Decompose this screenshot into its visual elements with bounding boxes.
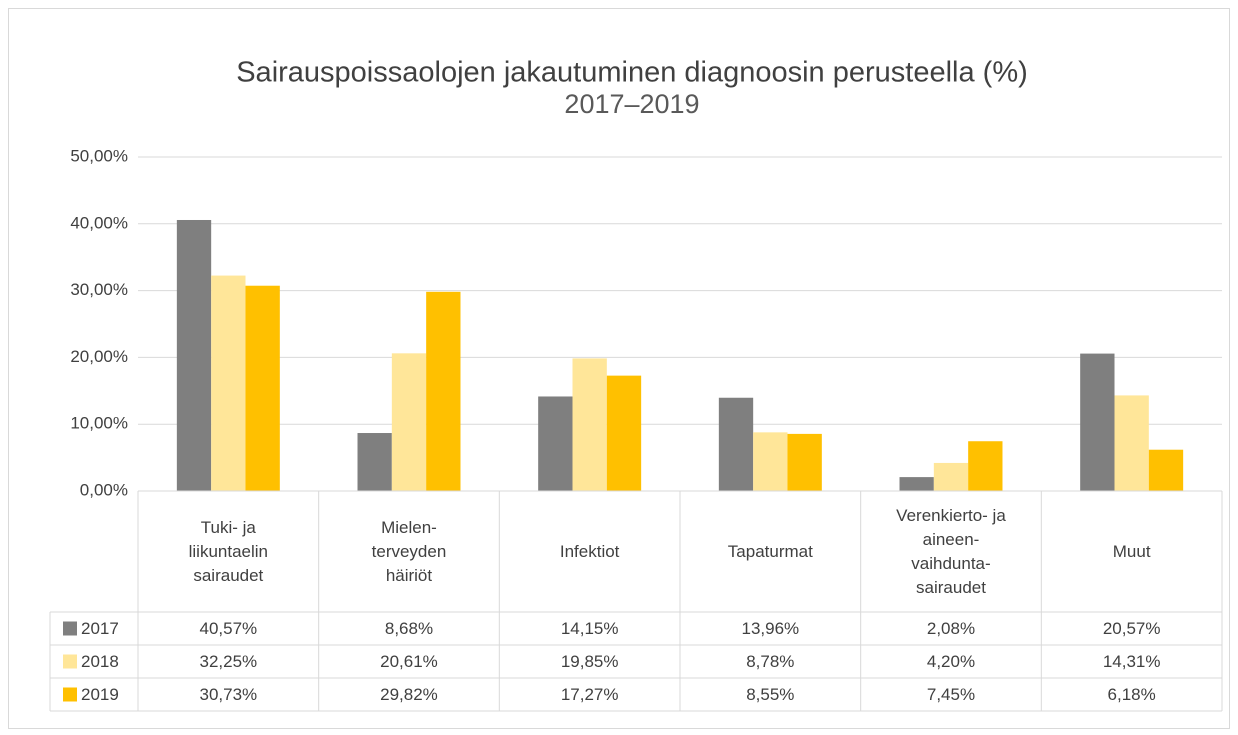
table-cell: 17,27% (560, 684, 619, 704)
legend-key (63, 687, 77, 702)
bar (933, 462, 969, 491)
table-cell: Verenkierto- ja aineen- vaihdunta- saira… (896, 505, 1006, 597)
bar (1114, 395, 1149, 491)
table-cell: 6,18% (1107, 684, 1156, 704)
legend-label: 2018 (81, 652, 119, 671)
table-cell: 29,82% (380, 684, 438, 704)
y-tick-label: 10,00% (70, 414, 128, 433)
y-tick-label: 40,00% (70, 213, 128, 232)
table-cell: Tapaturmat (727, 541, 813, 561)
chart-subtitle: 2017–2019 (564, 89, 699, 119)
y-tick-label: 30,00% (70, 280, 128, 299)
table-cell: 2,08% (926, 618, 976, 638)
legend-key (63, 621, 77, 636)
table-cell: 32,25% (199, 651, 258, 671)
bar (1080, 353, 1115, 491)
bar (391, 353, 427, 491)
table-cell: 4,20% (926, 651, 976, 671)
table-cell: 40,57% (199, 618, 258, 638)
bar (572, 358, 607, 491)
table-cell: 20,61% (380, 651, 438, 671)
y-tick-label: 0,00% (80, 480, 128, 499)
bar (357, 433, 392, 491)
table-cell: 8,55% (746, 684, 795, 704)
bar (606, 375, 642, 491)
table-cell: 13,96% (741, 618, 800, 638)
table-cell: 7,45% (926, 684, 976, 704)
y-tick-label: 20,00% (70, 347, 128, 366)
bar (718, 397, 754, 491)
table-cell: 8,68% (384, 618, 434, 638)
table-cell: 20,57% (1102, 618, 1161, 638)
table-cell: 14,31% (1102, 651, 1161, 671)
table-cell: Infektiot (559, 541, 620, 561)
bar (968, 441, 1003, 491)
bar (787, 433, 822, 491)
table-cell: 14,15% (560, 618, 619, 638)
legend-label: 2019 (81, 685, 119, 704)
legend-key (63, 654, 77, 669)
bar (426, 291, 461, 491)
bar (1148, 449, 1184, 491)
table-cell: Mielen- terveyden häiriöt (371, 517, 447, 585)
bar (899, 477, 934, 491)
bar (753, 432, 788, 491)
table-cell: 19,85% (560, 651, 619, 671)
table-cell: Tuki- ja liikuntaelin sairaudet (188, 517, 269, 585)
chart-title: Sairauspoissaolojen jakautuminen diagnoo… (236, 57, 1028, 89)
bar (538, 396, 573, 491)
y-tick-label: 50,00% (70, 146, 128, 165)
bar (211, 275, 246, 491)
bar (245, 285, 280, 491)
table-cell: 30,73% (199, 684, 258, 704)
table-cell: Muut (1112, 541, 1151, 561)
bar (176, 219, 212, 491)
legend-label: 2017 (81, 619, 119, 638)
table-cell: 8,78% (746, 651, 795, 671)
